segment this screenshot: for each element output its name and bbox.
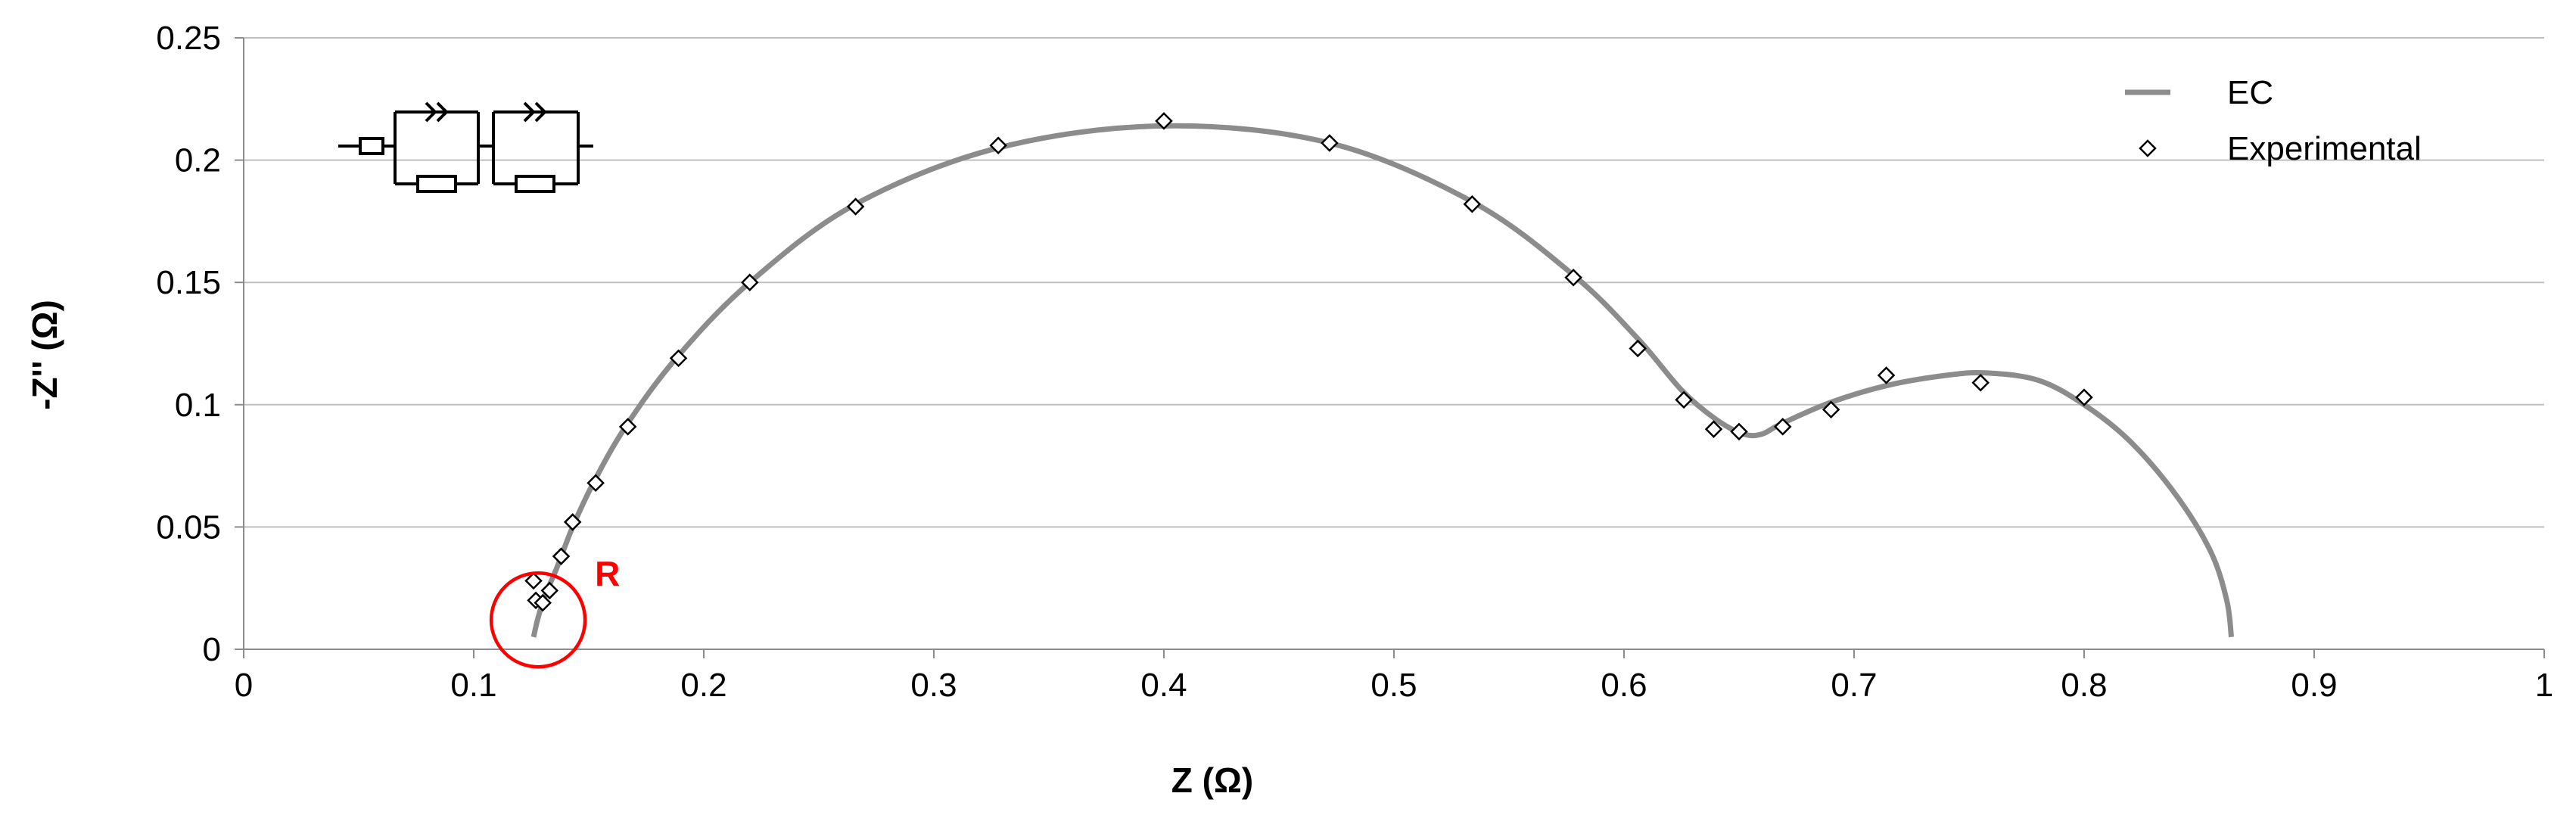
y-tick-label: 0.05 bbox=[156, 509, 221, 546]
experimental-point bbox=[1877, 366, 1896, 384]
experimental-point bbox=[618, 418, 637, 436]
experimental-point bbox=[1773, 418, 1792, 436]
experimental-point bbox=[1629, 339, 1647, 358]
legend-label: Experimental bbox=[2227, 130, 2422, 167]
x-tick-label: 0.2 bbox=[680, 667, 726, 704]
y-tick-label: 0.25 bbox=[156, 20, 221, 57]
series bbox=[524, 112, 2235, 638]
experimental-point bbox=[1675, 390, 1693, 409]
experimental-point bbox=[1822, 400, 1840, 419]
x-tick-label: 0 bbox=[235, 667, 253, 704]
y-tick-label: 0.1 bbox=[175, 387, 221, 424]
tick-labels: 0 0.05 0.1 0.15 0.2 0.25 0 0.1 0.2 0.3 0.4 0.5 0.6 0.… bbox=[156, 20, 2553, 704]
experimental-point bbox=[1730, 422, 1748, 441]
annotations: R bbox=[489, 554, 620, 669]
experimental-point bbox=[524, 571, 543, 590]
experimental-point bbox=[1321, 134, 1339, 152]
experimental-point bbox=[534, 593, 552, 612]
x-tick-label: 0.4 bbox=[1140, 667, 1187, 704]
x-tick-label: 0.8 bbox=[2061, 667, 2107, 704]
x-tick-label: 0.9 bbox=[2291, 667, 2337, 704]
x-tick-label: 0.1 bbox=[450, 667, 496, 704]
x-tick-label: 0.3 bbox=[910, 667, 957, 704]
y-axis-title: -Z'' (Ω) bbox=[25, 300, 64, 410]
experimental-point bbox=[2075, 388, 2093, 406]
y-tick-label: 0.2 bbox=[175, 142, 221, 179]
experimental-point bbox=[989, 136, 1007, 154]
experimental-point bbox=[540, 581, 559, 600]
y-tick-label: 0 bbox=[203, 631, 221, 668]
axes bbox=[235, 37, 2545, 658]
experimental-point bbox=[1463, 195, 1482, 213]
experimental-point bbox=[552, 547, 571, 565]
x-tick-label: 1 bbox=[2535, 667, 2553, 704]
legend-label: EC bbox=[2227, 74, 2273, 111]
r-annotation-label: R bbox=[595, 554, 620, 593]
y-tick-label: 0.15 bbox=[156, 264, 221, 301]
experimental-point bbox=[1564, 268, 1582, 287]
x-tick-label: 0.6 bbox=[1601, 667, 1647, 704]
equivalent-circuit-icon bbox=[338, 101, 593, 193]
legend: EC Experimental bbox=[2125, 74, 2422, 167]
gridlines bbox=[244, 37, 2544, 528]
experimental-point bbox=[669, 349, 688, 368]
experimental-point bbox=[563, 513, 582, 531]
experimental-point bbox=[1155, 112, 1173, 130]
experimental-point bbox=[586, 474, 605, 492]
experimental-point bbox=[1971, 373, 1990, 392]
r-highlight-circle bbox=[489, 571, 587, 669]
x-tick-label: 0.5 bbox=[1370, 667, 1417, 704]
x-axis-title: Z (Ω) bbox=[1171, 761, 1253, 800]
x-tick-label: 0.7 bbox=[1831, 667, 1877, 704]
experimental-point bbox=[741, 273, 759, 291]
experimental-point bbox=[846, 198, 865, 216]
legend-experimental-swatch bbox=[2139, 139, 2157, 157]
experimental-point bbox=[1704, 420, 1723, 438]
